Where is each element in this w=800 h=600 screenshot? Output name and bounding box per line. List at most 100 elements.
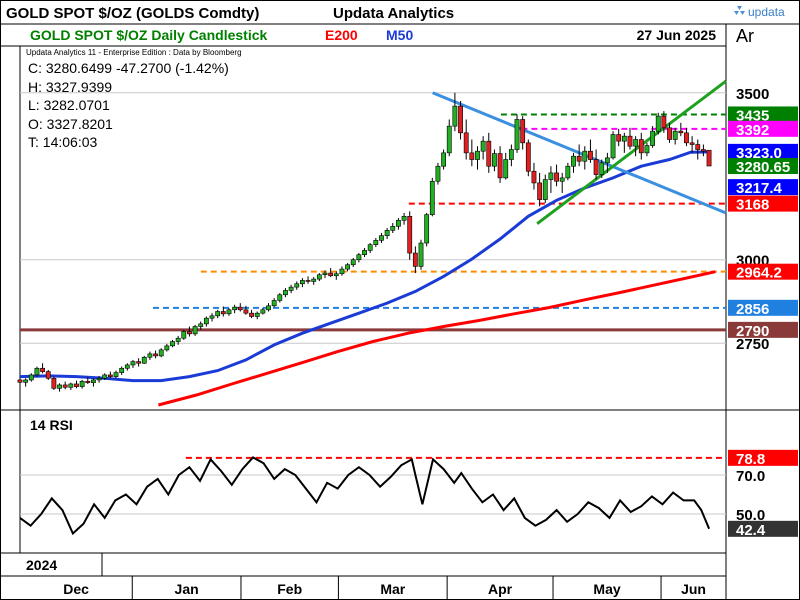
candle[interactable] (113, 370, 119, 379)
candle[interactable] (565, 162, 571, 181)
candle[interactable] (107, 371, 113, 379)
candle[interactable] (367, 243, 373, 254)
candle[interactable] (271, 298, 277, 308)
candle[interactable] (220, 306, 226, 317)
candle[interactable] (508, 144, 514, 167)
candle[interactable] (57, 383, 62, 392)
candle[interactable] (260, 307, 266, 315)
candle[interactable] (475, 146, 480, 170)
candle[interactable] (525, 139, 531, 177)
candle[interactable] (446, 119, 452, 157)
candle[interactable] (576, 144, 582, 167)
candle[interactable] (650, 126, 655, 148)
candle[interactable] (616, 128, 622, 147)
candle[interactable] (322, 270, 328, 279)
legend-m50[interactable]: M50 (386, 27, 413, 43)
candle[interactable] (91, 378, 96, 387)
candle[interactable] (226, 308, 232, 316)
candle[interactable] (294, 281, 300, 290)
candle[interactable] (96, 375, 102, 383)
candle[interactable] (373, 238, 379, 248)
candle[interactable] (198, 321, 204, 330)
candle[interactable] (51, 376, 57, 390)
candle[interactable] (215, 309, 221, 319)
candle[interactable] (621, 132, 627, 153)
series-rsi[interactable] (19, 456, 711, 536)
candle[interactable] (170, 339, 175, 348)
candle[interactable] (695, 139, 701, 160)
candle[interactable] (582, 146, 588, 170)
candle[interactable] (424, 212, 430, 247)
candle[interactable] (452, 92, 458, 132)
candle[interactable] (604, 152, 610, 173)
candle[interactable] (288, 284, 294, 294)
candle[interactable] (379, 233, 384, 244)
candle[interactable] (283, 288, 288, 298)
candle[interactable] (599, 159, 605, 178)
candle[interactable] (232, 304, 238, 314)
candle[interactable] (554, 164, 559, 187)
candle[interactable] (119, 366, 125, 375)
candle[interactable] (412, 246, 418, 274)
candle[interactable] (706, 149, 712, 167)
trendline[interactable] (536, 79, 727, 225)
candle[interactable] (141, 355, 147, 364)
candle[interactable] (492, 149, 497, 172)
candle[interactable] (209, 313, 215, 322)
candle[interactable] (435, 162, 441, 185)
candle[interactable] (401, 212, 407, 225)
candle[interactable] (441, 149, 446, 170)
candle[interactable] (480, 136, 486, 160)
candle[interactable] (333, 271, 339, 280)
series-e200[interactable] (158, 270, 716, 407)
candle[interactable] (158, 348, 164, 358)
candle[interactable] (559, 172, 565, 193)
candle[interactable] (266, 303, 271, 312)
legend-e200[interactable]: E200 (325, 27, 358, 43)
candle[interactable] (17, 377, 23, 385)
candle[interactable] (418, 239, 424, 270)
candle[interactable] (147, 351, 153, 360)
candle[interactable] (588, 139, 593, 163)
candle[interactable] (390, 222, 396, 234)
candle[interactable] (531, 162, 537, 190)
candle[interactable] (644, 142, 650, 157)
candle[interactable] (328, 268, 334, 278)
candle[interactable] (45, 369, 51, 380)
candle[interactable] (678, 122, 684, 137)
candle[interactable] (384, 228, 390, 240)
candle[interactable] (79, 379, 85, 389)
candle[interactable] (458, 101, 463, 140)
candle[interactable] (503, 152, 509, 180)
candle[interactable] (627, 127, 633, 150)
candle[interactable] (28, 373, 34, 382)
candle[interactable] (548, 166, 554, 193)
candle[interactable] (655, 112, 661, 135)
candle[interactable] (34, 366, 40, 377)
candle[interactable] (684, 127, 689, 147)
candle[interactable] (429, 177, 435, 217)
candle[interactable] (102, 373, 108, 380)
candle[interactable] (514, 114, 520, 153)
candle[interactable] (130, 359, 136, 368)
candle[interactable] (689, 136, 695, 153)
candle[interactable] (277, 293, 283, 303)
candle[interactable] (316, 273, 322, 282)
candle[interactable] (362, 248, 367, 258)
candle[interactable] (638, 132, 644, 160)
candle[interactable] (593, 149, 599, 180)
candle[interactable] (187, 326, 192, 337)
candle[interactable] (661, 111, 667, 133)
candle[interactable] (672, 127, 678, 145)
candle[interactable] (463, 119, 469, 160)
candle[interactable] (497, 146, 503, 183)
candle[interactable] (633, 136, 639, 157)
candle[interactable] (469, 139, 475, 167)
candle[interactable] (339, 266, 345, 276)
candle[interactable] (345, 263, 350, 272)
candle[interactable] (124, 363, 130, 371)
candle[interactable] (153, 350, 158, 359)
candle[interactable] (520, 116, 526, 150)
candle[interactable] (203, 316, 209, 327)
candle[interactable] (23, 378, 29, 387)
